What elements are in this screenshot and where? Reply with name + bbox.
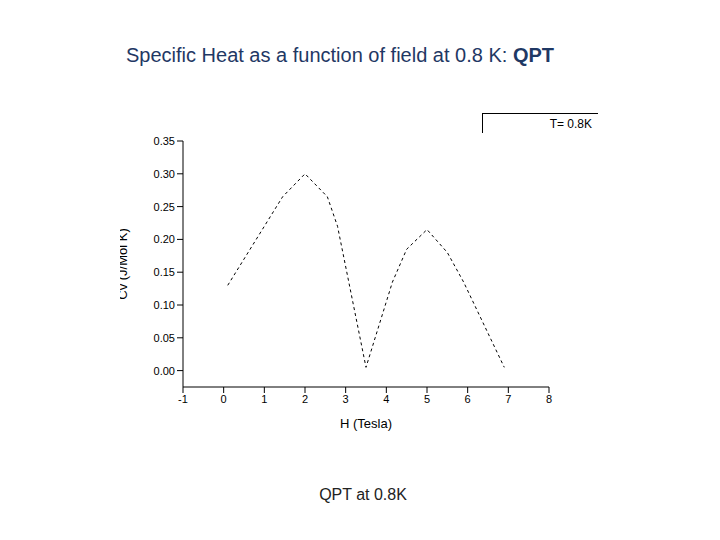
svg-text:0.05: 0.05 <box>154 332 175 344</box>
svg-text:2: 2 <box>302 393 308 405</box>
svg-text:5: 5 <box>424 393 430 405</box>
svg-text:0.15: 0.15 <box>154 266 175 278</box>
svg-text:0.25: 0.25 <box>154 201 175 213</box>
svg-text:0: 0 <box>221 393 227 405</box>
svg-text:-1: -1 <box>178 393 188 405</box>
svg-text:0.20: 0.20 <box>154 233 175 245</box>
svg-text:Cv (J/Mol K): Cv (J/Mol K) <box>120 228 130 300</box>
svg-text:4: 4 <box>383 393 389 405</box>
svg-text:8: 8 <box>546 393 552 405</box>
svg-text:H (Tesla): H (Tesla) <box>340 416 392 431</box>
svg-text:6: 6 <box>465 393 471 405</box>
svg-text:0.10: 0.10 <box>154 299 175 311</box>
svg-text:0.35: 0.35 <box>154 135 175 147</box>
html-text:Specific Heat as a function of: Specific Heat as a function of field at … <box>126 44 554 66</box>
html-text:T= 0.8K: T= 0.8K <box>549 117 592 131</box>
svg-text:3: 3 <box>343 393 349 405</box>
svg-text:0.00: 0.00 <box>154 365 175 377</box>
svg-text:1: 1 <box>261 393 267 405</box>
svg-text:0.30: 0.30 <box>154 168 175 180</box>
html-text:QPT at 0.8K: QPT at 0.8K <box>319 486 407 503</box>
svg-text:7: 7 <box>505 393 511 405</box>
